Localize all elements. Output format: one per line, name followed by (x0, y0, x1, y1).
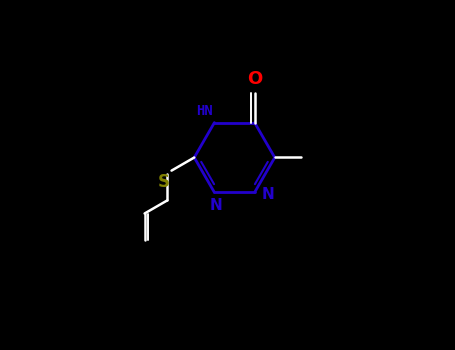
Text: S: S (158, 173, 170, 191)
Text: N: N (210, 198, 222, 212)
Text: O: O (247, 70, 262, 88)
Text: HN: HN (196, 104, 212, 118)
Text: N: N (262, 187, 274, 202)
